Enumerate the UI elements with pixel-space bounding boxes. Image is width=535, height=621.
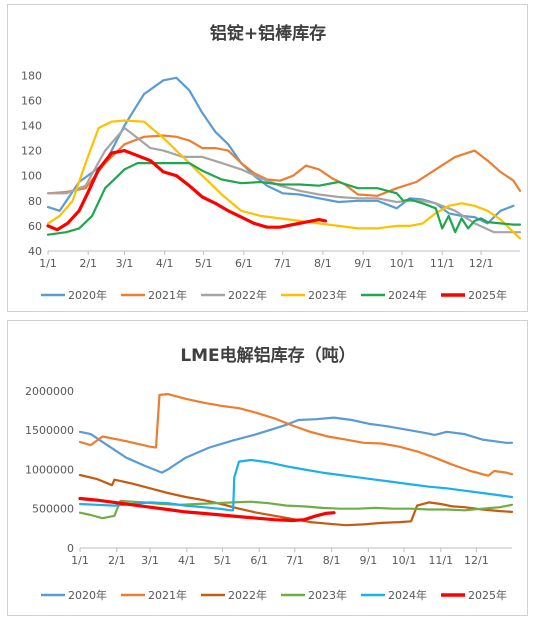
x-tick-label: 12/1	[469, 257, 494, 270]
legend-label: 2022年	[228, 288, 267, 302]
inventory-chart-panel: 铝锭+铝棒库存 40 60 80 100 120 140 160 180 1/1 2/1 3/1 4/1…	[7, 4, 528, 312]
legend-label: 2024年	[388, 588, 427, 602]
lme-inventory-chart: LME电解铝库存（吨） 0 500000 1000000 1500000 2000000 1…	[25, 345, 514, 602]
x-tick-label: 2/1	[108, 554, 126, 567]
x-tick-label: 10/1	[392, 554, 417, 567]
y-tick-label: 40	[28, 245, 42, 258]
x-tick-label: 9/1	[354, 257, 372, 270]
y-tick-label: 1000000	[25, 463, 74, 476]
chart-title: 铝锭+铝棒库存	[210, 23, 326, 44]
x-tick-label: 12/1	[464, 554, 489, 567]
x-tick-label: 1/1	[39, 257, 57, 270]
x-tick-label: 6/1	[250, 554, 268, 567]
legend-label: 2023年	[308, 588, 347, 602]
y-tick-label: 100	[21, 170, 42, 183]
legend-label: 2022年	[228, 588, 267, 602]
series-line	[46, 134, 522, 197]
y-tick-label: 140	[21, 119, 42, 132]
legend-label: 2025年	[468, 288, 507, 302]
y-tick-label: 2000000	[25, 385, 74, 398]
x-tick-label: 8/1	[314, 257, 332, 270]
x-tick-label: 7/1	[274, 257, 292, 270]
x-tick-label: 2/1	[79, 257, 97, 270]
legend-label: 2020年	[68, 288, 107, 302]
y-tick-label: 0	[67, 542, 74, 555]
legend-label: 2023年	[308, 288, 347, 302]
series-line	[78, 416, 514, 474]
x-tick-label: 11/1	[430, 257, 455, 270]
series-line	[46, 119, 522, 240]
x-tick-label: 5/1	[214, 554, 232, 567]
x-tick-label: 10/1	[390, 257, 415, 270]
y-tick-label: 500000	[32, 503, 74, 516]
series-line	[78, 496, 336, 523]
legend-label: 2020年	[68, 588, 107, 602]
y-tick-label: 60	[28, 220, 42, 233]
x-tick-label: 5/1	[195, 257, 213, 270]
x-tick-label: 6/1	[235, 257, 253, 270]
y-tick-label: 120	[21, 145, 42, 158]
ingot-billet-inventory-chart: 铝锭+铝棒库存 40 60 80 100 120 140 160 180 1/1 2/1 3/1 4/1…	[21, 23, 522, 302]
x-tick-label: 1/1	[71, 554, 89, 567]
legend-label: 2025年	[468, 588, 507, 602]
legend-label: 2021年	[148, 588, 187, 602]
x-tick-label: 4/1	[178, 554, 196, 567]
y-tick-label: 1500000	[25, 424, 74, 437]
series-line	[46, 76, 515, 225]
chart-title: LME电解铝库存（吨）	[180, 345, 355, 366]
y-tick-label: 160	[21, 94, 42, 107]
legend-label: 2021年	[148, 288, 187, 302]
x-tick-label: 3/1	[141, 554, 159, 567]
x-tick-label: 8/1	[323, 554, 341, 567]
series-line	[78, 458, 514, 512]
y-tick-label: 180	[21, 69, 42, 82]
series-line	[78, 473, 514, 527]
y-tick-label: 80	[28, 195, 42, 208]
series-line	[78, 392, 514, 477]
series-line	[78, 499, 514, 520]
x-tick-label: 3/1	[116, 257, 134, 270]
legend-label: 2024年	[388, 288, 427, 302]
x-tick-label: 11/1	[428, 554, 453, 567]
x-tick-label: 4/1	[156, 257, 174, 270]
series-line	[46, 149, 328, 232]
series-line	[46, 162, 522, 236]
lme-chart-panel: LME电解铝库存（吨） 0 500000 1000000 1500000 2000000 1…	[7, 320, 528, 616]
x-tick-label: 9/1	[360, 554, 378, 567]
x-tick-label: 7/1	[286, 554, 304, 567]
